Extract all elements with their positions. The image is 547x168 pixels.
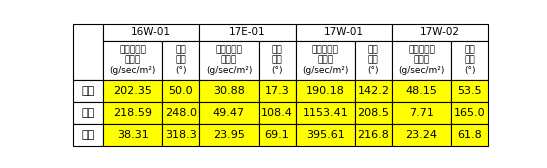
Bar [451,41,488,80]
Text: 이동
방향
(°): 이동 방향 (°) [368,45,379,75]
Text: 216.8: 216.8 [357,130,389,140]
Text: 낙조: 낙조 [82,108,95,118]
Bar [162,124,199,146]
Bar [199,41,259,80]
Text: 부유퇴적물
이동률
(g/sec/m²): 부유퇴적물 이동률 (g/sec/m²) [206,45,252,75]
Text: 50.0: 50.0 [168,86,193,96]
Bar [392,24,488,41]
Bar [355,41,392,80]
Text: 61.8: 61.8 [457,130,482,140]
Bar [259,124,295,146]
Bar [73,124,103,146]
Bar [295,24,392,41]
Text: 이동
방향
(°): 이동 방향 (°) [175,45,187,75]
Text: 부유퇴적물
이동률
(g/sec/m²): 부유퇴적물 이동률 (g/sec/m²) [302,45,348,75]
Text: 38.31: 38.31 [117,130,149,140]
Bar [295,80,355,102]
Bar [199,24,295,41]
Bar [451,80,488,102]
Bar [199,124,259,146]
Text: 16W-01: 16W-01 [131,27,171,37]
Bar [259,80,295,102]
Text: 190.18: 190.18 [306,86,345,96]
Bar [73,80,103,102]
Bar [451,102,488,124]
Bar [162,41,199,80]
Text: 53.5: 53.5 [457,86,482,96]
Text: 창조: 창조 [82,86,95,96]
Bar [199,80,259,102]
Text: 30.88: 30.88 [213,86,245,96]
Bar [392,124,451,146]
Text: 142.2: 142.2 [357,86,389,96]
Text: 부유퇴적물
이동률
(g/sec/m²): 부유퇴적물 이동률 (g/sec/m²) [398,45,445,75]
Bar [199,102,259,124]
Text: 49.47: 49.47 [213,108,245,118]
Text: 17W-01: 17W-01 [324,27,364,37]
Text: 부유퇴적물
이동률
(g/sec/m²): 부유퇴적물 이동률 (g/sec/m²) [109,45,156,75]
Text: 7.71: 7.71 [409,108,434,118]
Bar [392,80,451,102]
Text: 23.24: 23.24 [405,130,438,140]
Text: 202.35: 202.35 [113,86,152,96]
Bar [259,41,295,80]
Text: 48.15: 48.15 [405,86,438,96]
Bar [295,41,355,80]
Bar [295,124,355,146]
Bar [295,102,355,124]
Text: 이동
방향
(°): 이동 방향 (°) [271,45,283,75]
Text: 평균: 평균 [82,130,95,140]
Text: 23.95: 23.95 [213,130,245,140]
Bar [73,24,103,80]
Bar [451,124,488,146]
Bar [73,102,103,124]
Text: 17E-01: 17E-01 [229,27,266,37]
Text: 208.5: 208.5 [357,108,389,118]
Text: 108.4: 108.4 [261,108,293,118]
Bar [103,124,162,146]
Bar [103,24,199,41]
Text: 69.1: 69.1 [265,130,289,140]
Text: 218.59: 218.59 [113,108,152,118]
Text: 248.0: 248.0 [165,108,197,118]
Text: 이동
방향
(°): 이동 방향 (°) [464,45,475,75]
Text: 318.3: 318.3 [165,130,197,140]
Bar [103,80,162,102]
Bar [162,102,199,124]
Text: 1153.41: 1153.41 [302,108,348,118]
Bar [392,102,451,124]
Bar [392,41,451,80]
Bar [103,102,162,124]
Bar [103,41,162,80]
Bar [162,80,199,102]
Text: 395.61: 395.61 [306,130,345,140]
Bar [259,102,295,124]
Bar [355,124,392,146]
Text: 17W-02: 17W-02 [420,27,460,37]
Bar [355,80,392,102]
Text: 17.3: 17.3 [265,86,289,96]
Text: 165.0: 165.0 [454,108,485,118]
Bar [355,102,392,124]
